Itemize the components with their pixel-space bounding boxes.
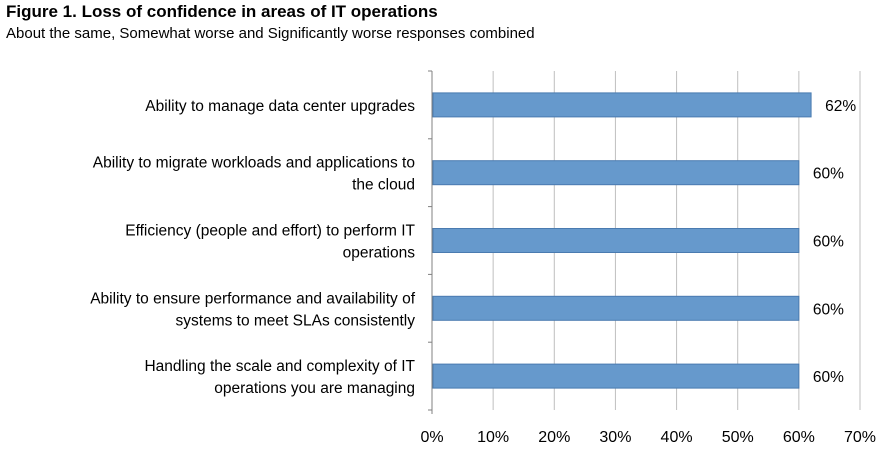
- chart-subtitle: About the same, Somewhat worse and Signi…: [6, 25, 535, 42]
- bar: [432, 363, 800, 389]
- data-label: 60%: [813, 234, 844, 251]
- x-tick-label: 40%: [661, 429, 693, 446]
- category-label: Ability to manage data center upgrades: [145, 98, 415, 115]
- bar: [432, 92, 812, 118]
- bar: [432, 228, 800, 253]
- category-label: Ability to migrate workloads and applica…: [93, 155, 415, 194]
- data-label: 60%: [813, 369, 844, 386]
- data-label: 62%: [825, 98, 856, 115]
- category-label: Handling the scale and complexity of IT o…: [144, 358, 415, 397]
- x-tick-label: 60%: [783, 429, 815, 446]
- x-tick-label: 70%: [844, 429, 876, 446]
- x-tick-label: 0%: [420, 429, 443, 446]
- category-label: Efficiency (people and effort) to perfor…: [125, 223, 415, 262]
- category-label: Ability to ensure performance and availa…: [90, 290, 416, 329]
- x-tick-label: 50%: [722, 429, 754, 446]
- chart-title: Figure 1. Loss of confidence in areas of…: [6, 2, 438, 21]
- bar: [432, 160, 800, 186]
- x-tick-label: 30%: [599, 429, 631, 446]
- x-tick-label: 10%: [477, 429, 509, 446]
- data-label: 60%: [813, 166, 844, 183]
- data-label: 60%: [813, 301, 844, 318]
- x-tick-label: 20%: [538, 429, 570, 446]
- bar: [432, 295, 800, 321]
